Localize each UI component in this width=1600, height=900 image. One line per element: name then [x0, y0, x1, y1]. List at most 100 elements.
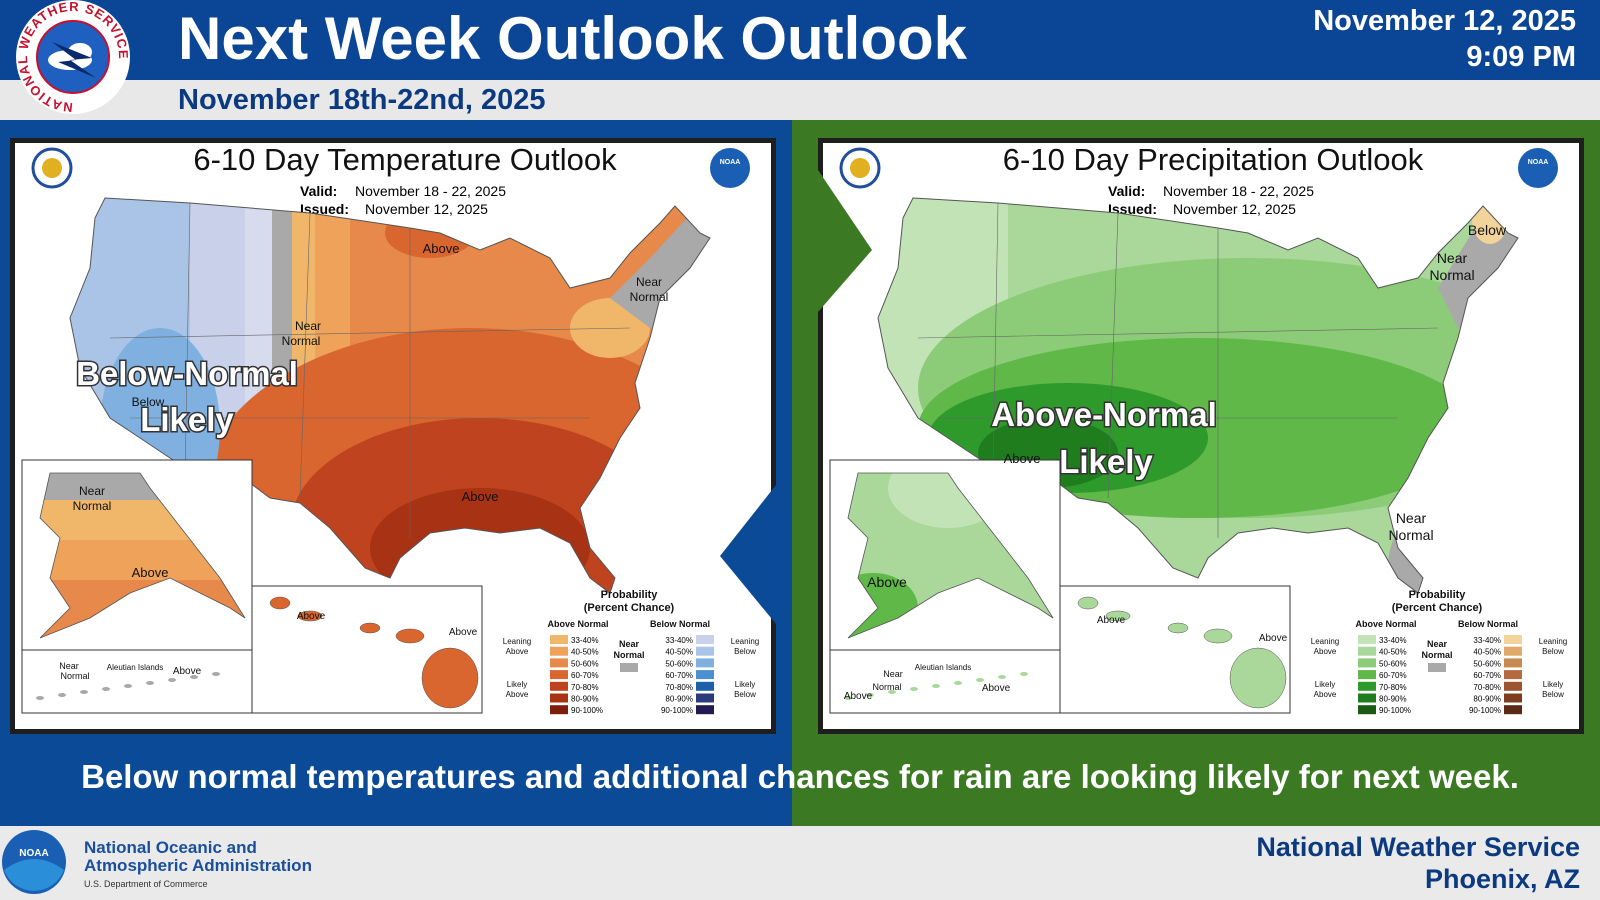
doc-seal-center: [850, 158, 870, 178]
hawaii-island: [1167, 622, 1189, 634]
map-label: Near: [79, 484, 105, 498]
legend-range: 70-80%: [665, 683, 693, 692]
aleutian-inset: [829, 649, 1061, 714]
legend-range: 50-60%: [1473, 659, 1501, 668]
legend-range: 50-60%: [571, 659, 599, 668]
legend-swatch: [1358, 705, 1376, 715]
legend-title: Probability: [601, 589, 659, 601]
legend-range: 40-50%: [1379, 648, 1407, 657]
legend-swatch: [550, 705, 568, 715]
aleutian-island: [102, 687, 110, 691]
legend-side: Below: [1542, 690, 1564, 699]
hawaii-island: [1203, 628, 1233, 644]
state-line: [1107, 212, 1119, 499]
issued-date: November 12, 2025: [365, 201, 488, 217]
legend-swatch: [1428, 663, 1446, 672]
map-label: Normal: [282, 334, 321, 348]
map-label: Normal: [1429, 267, 1474, 283]
location: Phoenix, AZ: [1424, 864, 1580, 894]
aleutian-island: [888, 690, 896, 694]
legend-swatch: [550, 646, 568, 656]
aleutian-island: [190, 675, 198, 679]
legend-swatch: [1358, 681, 1376, 691]
hawaii-island: [269, 596, 291, 610]
legend-side: Above: [1314, 690, 1337, 699]
legend-range: 90-100%: [571, 706, 603, 715]
legend-swatch: [550, 635, 568, 644]
map-label: Above: [1097, 615, 1126, 626]
caption: Below normal temperatures and additional…: [81, 758, 1519, 795]
legend-near: Near: [619, 639, 640, 649]
map-label: Near: [1437, 250, 1468, 266]
valid-label: Valid:: [1108, 183, 1145, 199]
legend-swatch: [1358, 646, 1376, 656]
doc-seal-center: [42, 158, 62, 178]
state-line: [917, 327, 1439, 339]
legend-header: Below Normal: [1458, 619, 1518, 629]
map-label: Above: [173, 666, 202, 677]
map-label: Normal: [73, 499, 112, 513]
legend-side: Likely: [735, 680, 755, 689]
map-label: Above: [462, 489, 499, 504]
headline: Likely: [1059, 443, 1153, 480]
legend-near: Near: [1427, 639, 1448, 649]
page-title: Next Week Outlook Outlook: [178, 5, 967, 72]
legend-swatch: [550, 670, 568, 680]
aleutian-island: [58, 693, 66, 697]
legend-range: 70-80%: [1379, 683, 1407, 692]
legend-side: Below: [734, 647, 756, 656]
legend-side: Leaning: [731, 637, 759, 646]
map-label: Near: [636, 275, 662, 289]
legend-swatch: [1358, 658, 1376, 668]
legend-swatch: [1504, 681, 1522, 691]
valid-dates: November 18 - 22, 2025: [1163, 183, 1314, 199]
legend-swatch: [696, 646, 714, 656]
legend-swatch: [550, 681, 568, 691]
headline: Above-Normal: [991, 396, 1217, 433]
legend-side: Above: [506, 647, 529, 656]
map-label: Above: [844, 691, 873, 702]
legend-swatch: [696, 658, 714, 668]
map-label: Normal: [872, 682, 901, 692]
legend-swatch: [1504, 635, 1522, 644]
noaa-logo-text: NOAA: [1528, 159, 1549, 166]
legend-range: 80-90%: [571, 695, 599, 704]
legend-range: 33-40%: [665, 636, 693, 645]
legend-range: 80-90%: [1473, 695, 1501, 704]
legend-swatch: [1358, 670, 1376, 680]
aleutian-island: [1020, 672, 1028, 676]
legend-header: Above Normal: [1355, 619, 1416, 629]
hawaii-island: [395, 628, 425, 644]
header-band: [0, 0, 1600, 80]
hawaii-island: [1229, 647, 1287, 709]
map-label: Above: [867, 574, 907, 590]
legend-swatch: [1504, 693, 1522, 703]
legend-side: Likely: [507, 680, 527, 689]
hawaii-island: [1077, 596, 1099, 610]
legend-near: Normal: [613, 650, 644, 660]
valid-dates: November 18 - 22, 2025: [355, 183, 506, 199]
hawaii-island: [1105, 610, 1131, 622]
legend-title: Probability: [1409, 589, 1467, 601]
legend-swatch: [550, 658, 568, 668]
legend-range: 60-70%: [571, 671, 599, 680]
legend-swatch: [1504, 658, 1522, 668]
map-title: 6-10 Day Temperature Outlook: [193, 142, 617, 177]
aleutian-island: [36, 696, 44, 700]
aleutian-island: [146, 681, 154, 685]
aleutian-inset: [21, 649, 253, 714]
legend-side: Likely: [1543, 680, 1563, 689]
hawaii-island: [359, 622, 381, 634]
department: U.S. Department of Commerce: [84, 879, 208, 889]
legend-range: 50-60%: [1379, 659, 1407, 668]
legend-swatch: [1358, 635, 1376, 644]
aleutian-island: [932, 684, 940, 688]
legend-title: (Percent Chance): [1392, 602, 1483, 614]
issue-time: 9:09 PM: [1466, 41, 1576, 73]
state-line: [109, 327, 631, 339]
legend-range: 80-90%: [1379, 695, 1407, 704]
map-label: Near: [295, 319, 321, 333]
legend-swatch: [550, 693, 568, 703]
legend-range: 60-70%: [1379, 671, 1407, 680]
